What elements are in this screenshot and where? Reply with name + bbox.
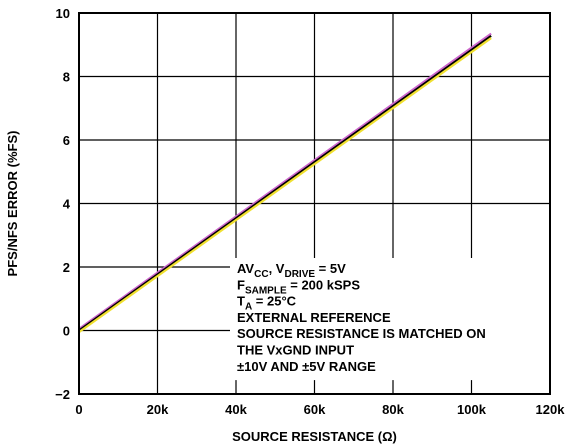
- annotation-line: TA = 25°C: [237, 294, 297, 313]
- annotation-line: AVCC, VDRIVE = 5V: [237, 261, 346, 280]
- y-tick-label: −2: [55, 387, 70, 402]
- series-line-3: [78, 37, 492, 333]
- y-tick-label: 4: [63, 197, 71, 212]
- series-line-1: [78, 32, 492, 330]
- series-line-2: [78, 34, 492, 332]
- x-tick-label: 100k: [457, 402, 487, 417]
- series-group: [78, 32, 492, 333]
- y-tick-label: 10: [56, 6, 70, 21]
- y-tick-label: 8: [63, 70, 70, 85]
- x-tick-label: 0: [75, 402, 82, 417]
- x-tick-label: 40k: [225, 402, 247, 417]
- x-axis-ticks: 0 20k 40k 60k 80k 100k 120k: [75, 402, 565, 417]
- annotation-line: SOURCE RESISTANCE IS MATCHED ON: [237, 326, 486, 341]
- annotation-line: FSAMPLE = 200 kSPS: [237, 277, 360, 296]
- x-tick-label: 120k: [536, 402, 566, 417]
- annotation-background: [230, 258, 550, 381]
- y-axis-ticks: −2 0 2 4 6 8 10: [55, 6, 71, 402]
- y-tick-label: 0: [63, 324, 70, 339]
- x-axis-label: SOURCE RESISTANCE (Ω): [232, 429, 397, 444]
- annotation-line: ±10V AND ±5V RANGE: [237, 359, 376, 374]
- plot-frame: [78, 12, 551, 395]
- x-tick-label: 80k: [382, 402, 404, 417]
- y-axis-label: PFS/NFS ERROR (%FS): [5, 131, 20, 277]
- annotation-line: THE VxGND INPUT: [237, 343, 354, 358]
- x-tick-label: 60k: [304, 402, 326, 417]
- annotation-line: EXTERNAL REFERENCE: [237, 310, 391, 325]
- x-tick-label: 20k: [147, 402, 169, 417]
- y-tick-label: 2: [63, 260, 70, 275]
- y-tick-label: 6: [63, 133, 70, 148]
